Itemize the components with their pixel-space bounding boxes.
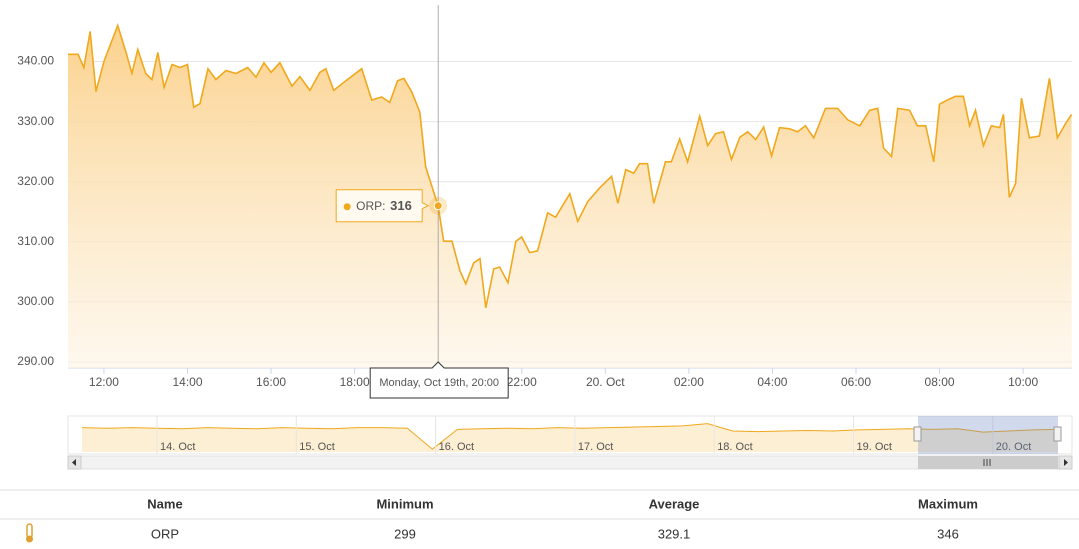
navigator-label: 15. Oct bbox=[299, 441, 334, 453]
x-tick-label: 18:00 bbox=[340, 375, 370, 389]
navigator-handle[interactable] bbox=[913, 426, 922, 442]
x-tick-label: 20. Oct bbox=[586, 375, 625, 389]
scroll-left-arrow bbox=[72, 459, 76, 466]
x-tick-label: 02:00 bbox=[674, 375, 704, 389]
y-tick-label: 290.00 bbox=[17, 354, 54, 368]
date-label-box bbox=[369, 361, 509, 399]
navigator-window[interactable] bbox=[918, 416, 1058, 454]
navigator-label: 16. Oct bbox=[439, 441, 474, 453]
x-tick-label: 22:00 bbox=[507, 375, 537, 389]
plot-area: 290.00 300.00 310.00 320.00 330.00 340.00 12:0… bbox=[17, 5, 1073, 399]
navigator-handle[interactable] bbox=[1053, 426, 1062, 442]
scrollbar-grip bbox=[983, 459, 991, 466]
line bbox=[68, 22, 1073, 309]
scrollbar-thumb[interactable] bbox=[918, 456, 1058, 469]
navigator-label: 14. Oct bbox=[160, 441, 195, 453]
x-tick-label: 08:00 bbox=[925, 375, 955, 389]
x-tick-label: 04:00 bbox=[757, 375, 787, 389]
date-label: Monday, Oct 19th, 20:00 bbox=[379, 377, 499, 389]
y-tick-label: 310.00 bbox=[17, 234, 54, 248]
thermometer-icon bbox=[26, 523, 33, 543]
y-tick-label: 320.00 bbox=[17, 174, 54, 188]
hover-point bbox=[433, 201, 443, 211]
tooltip-value: 316 bbox=[390, 198, 412, 213]
area-fill bbox=[68, 25, 1072, 368]
navigator-label: 20. Oct bbox=[996, 441, 1031, 453]
x-tick-label: 14:00 bbox=[172, 375, 202, 389]
y-tick-label: 340.00 bbox=[17, 54, 54, 68]
tooltip-label: ORP: bbox=[356, 199, 385, 213]
navigator-line bbox=[81, 423, 1059, 450]
table-header: Average bbox=[649, 496, 700, 511]
x-tick-label: 10:00 bbox=[1008, 375, 1038, 389]
navigator-label: 18. Oct bbox=[717, 441, 752, 453]
table-cell: 329.1 bbox=[658, 526, 691, 541]
tooltip-dot bbox=[343, 203, 351, 211]
table-header: Minimum bbox=[376, 496, 433, 511]
navigator: 14. Oct 15. Oct 16. Oct 17. Oct 18. Oct 19. O… bbox=[81, 416, 1059, 454]
y-tick-label: 330.00 bbox=[17, 114, 54, 128]
table-header: Maximum bbox=[918, 496, 978, 511]
table-cell: 299 bbox=[394, 526, 416, 541]
tooltip-box bbox=[335, 189, 430, 223]
navigator-label: 17. Oct bbox=[578, 441, 613, 453]
navigator-frame bbox=[67, 415, 1073, 455]
y-tick-label: 300.00 bbox=[17, 294, 54, 308]
table-cell: ORP bbox=[151, 526, 179, 541]
table-header: Name bbox=[147, 496, 182, 511]
x-tick-label: 06:00 bbox=[841, 375, 871, 389]
table: Name Minimum Average Maximum ORP 299 329.1 346 bbox=[147, 496, 978, 541]
table-cell: 346 bbox=[937, 526, 959, 541]
x-tick-label: 16:00 bbox=[256, 375, 286, 389]
x-tick-label: 12:00 bbox=[89, 375, 119, 389]
navigator-label: 19. Oct bbox=[857, 441, 892, 453]
scroll-right-arrow bbox=[1064, 459, 1068, 466]
